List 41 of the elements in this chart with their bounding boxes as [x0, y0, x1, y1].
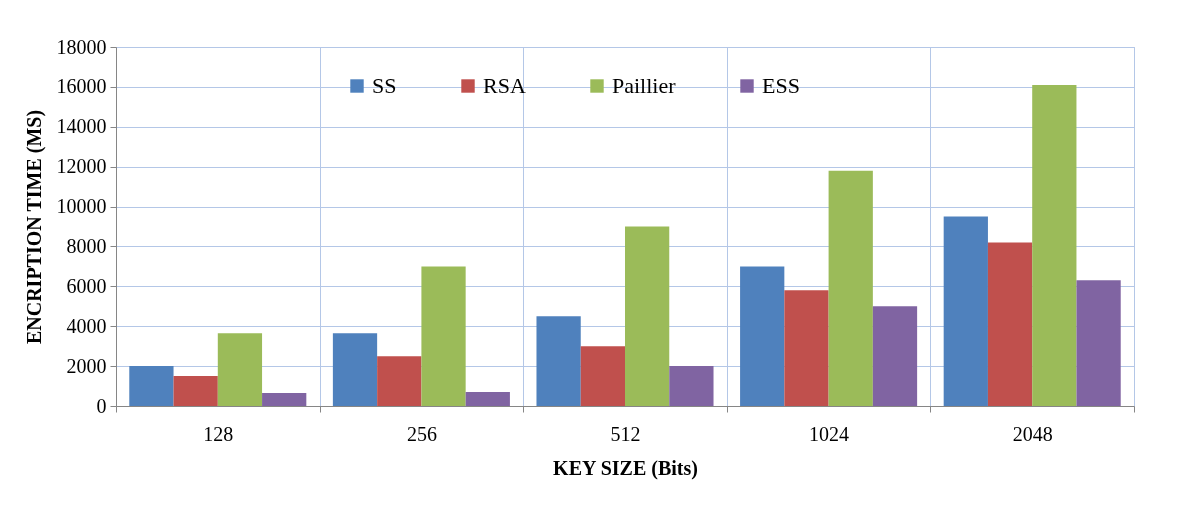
- y-tick-label: 2000: [66, 354, 107, 377]
- x-tick-label: 512: [610, 422, 641, 445]
- bar: [828, 170, 873, 406]
- y-tick-label: 10000: [56, 195, 107, 218]
- x-tick-label: 2048: [1012, 422, 1053, 445]
- bar: [173, 376, 218, 406]
- legend-label: RSA: [483, 73, 526, 98]
- y-tick-label: 0: [96, 394, 107, 417]
- bar: [872, 306, 918, 406]
- y-tick-label: 16000: [56, 75, 107, 98]
- y-tick-label: 18000: [56, 35, 107, 58]
- bar: [669, 366, 714, 406]
- legend-label: ESS: [762, 73, 800, 98]
- y-tick-label: 8000: [66, 234, 107, 257]
- y-axis-title: ENCRIPTION TIME (MS): [22, 109, 46, 345]
- bar: [943, 216, 988, 406]
- bar: [1076, 280, 1121, 406]
- bar: [129, 366, 174, 406]
- x-tick-label: 256: [406, 422, 437, 445]
- bar: [1032, 84, 1077, 406]
- bar: [377, 356, 422, 406]
- bar: [421, 266, 466, 406]
- bar: [987, 242, 1033, 406]
- bar: [580, 346, 625, 406]
- x-axis-title: KEY SIZE (Bits): [553, 456, 698, 480]
- y-tick-label: 6000: [66, 274, 107, 297]
- bar: [262, 393, 307, 406]
- bar: [740, 266, 785, 406]
- x-tick-label: 1024: [809, 422, 850, 445]
- bar: [465, 392, 510, 406]
- legend-label: SS: [372, 73, 397, 98]
- bar: [332, 333, 378, 406]
- y-tick-label: 14000: [56, 115, 107, 138]
- legend-label: Paillier: [612, 73, 677, 98]
- bar: [217, 333, 263, 406]
- y-tick-label: 12000: [56, 155, 107, 178]
- bar: [784, 290, 829, 406]
- bar: [625, 226, 670, 406]
- x-tick-label: 128: [203, 422, 234, 445]
- bar: [536, 316, 581, 406]
- y-tick-label: 4000: [66, 314, 107, 337]
